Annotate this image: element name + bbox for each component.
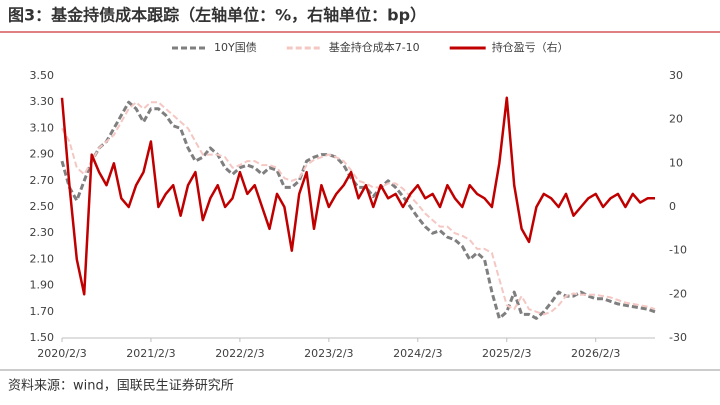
y2-tick-label: 10 — [669, 156, 683, 169]
y-tick-label: 1.50 — [30, 331, 55, 344]
y2-tick-label: 30 — [669, 69, 683, 82]
y2-tick-label: 20 — [669, 113, 683, 126]
y-tick-label: 1.70 — [30, 305, 55, 318]
y-tick-label: 2.50 — [30, 200, 55, 213]
legend-label: 10Y国债 — [214, 40, 257, 54]
chart-title: 图3：基金持债成本跟踪（左轴单位：%，右轴单位：bp） — [8, 6, 426, 25]
y-tick-label: 2.90 — [30, 148, 55, 161]
y2-tick-label: 0 — [669, 200, 676, 213]
y2-tick-label: -30 — [669, 331, 687, 344]
y2-tick-label: -20 — [669, 287, 687, 300]
series-line — [60, 96, 655, 296]
y-tick-label: 2.30 — [30, 226, 55, 239]
y-tick-label: 2.10 — [30, 252, 55, 265]
legend-label: 持仓盈亏（右） — [492, 40, 569, 54]
series-line — [61, 101, 656, 316]
x-tick-label: 2026/2/3 — [571, 347, 620, 360]
x-tick-label: 2023/2/3 — [304, 347, 353, 360]
series-line — [60, 100, 656, 320]
y2-tick-label: -10 — [669, 244, 687, 257]
x-tick-label: 2021/2/3 — [126, 347, 175, 360]
legend-label: 基金持仓成本7-10 — [329, 40, 420, 54]
source: 资料来源：wind，国联民生证券研究所 — [8, 378, 234, 394]
y-tick-label: 3.10 — [30, 121, 55, 134]
y-tick-label: 3.50 — [30, 69, 55, 82]
y-tick-label: 1.90 — [30, 279, 55, 292]
x-tick-label: 2022/2/3 — [215, 347, 264, 360]
x-tick-label: 2025/2/3 — [482, 347, 531, 360]
x-tick-label: 2020/2/3 — [37, 347, 86, 360]
x-tick-label: 2024/2/3 — [393, 347, 442, 360]
y-tick-label: 3.30 — [30, 95, 55, 108]
y-tick-label: 2.70 — [30, 174, 55, 187]
